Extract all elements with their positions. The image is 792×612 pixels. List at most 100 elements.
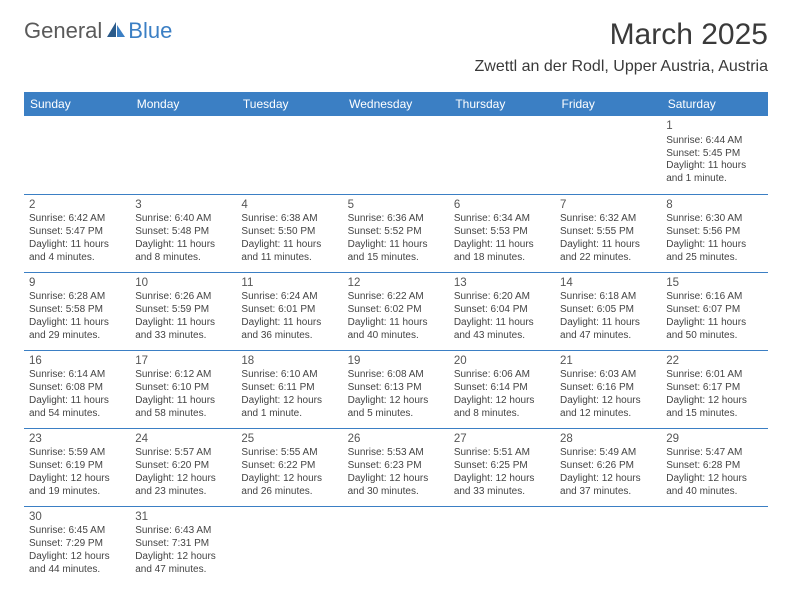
calendar-body: 1Sunrise: 6:44 AMSunset: 5:45 PMDaylight…: [24, 116, 768, 584]
day-number: 2: [29, 198, 125, 213]
calendar-day-cell: 9Sunrise: 6:28 AMSunset: 5:58 PMDaylight…: [24, 272, 130, 350]
calendar-day-cell: [449, 506, 555, 584]
day-number: 16: [29, 354, 125, 369]
day-daylight: Daylight: 11 hours and 43 minutes.: [454, 317, 550, 343]
calendar-week-row: 30Sunrise: 6:45 AMSunset: 7:29 PMDayligh…: [24, 506, 768, 584]
day-sunrise: Sunrise: 6:20 AM: [454, 291, 550, 304]
day-sunrise: Sunrise: 6:43 AM: [135, 525, 231, 538]
day-sunset: Sunset: 6:04 PM: [454, 304, 550, 317]
day-sunset: Sunset: 5:48 PM: [135, 226, 231, 239]
day-sunset: Sunset: 6:01 PM: [241, 304, 337, 317]
day-number: 3: [135, 198, 231, 213]
day-number: 14: [560, 276, 656, 291]
day-daylight: Daylight: 11 hours and 40 minutes.: [348, 317, 444, 343]
calendar-day-cell: 1Sunrise: 6:44 AMSunset: 5:45 PMDaylight…: [661, 116, 767, 194]
calendar-day-cell: 30Sunrise: 6:45 AMSunset: 7:29 PMDayligh…: [24, 506, 130, 584]
calendar-week-row: 23Sunrise: 5:59 AMSunset: 6:19 PMDayligh…: [24, 428, 768, 506]
calendar-day-cell: 25Sunrise: 5:55 AMSunset: 6:22 PMDayligh…: [236, 428, 342, 506]
day-sunrise: Sunrise: 6:08 AM: [348, 369, 444, 382]
day-number: 30: [29, 510, 125, 525]
day-sunrise: Sunrise: 6:24 AM: [241, 291, 337, 304]
sail-icon: [106, 20, 126, 38]
calendar-day-cell: 18Sunrise: 6:10 AMSunset: 6:11 PMDayligh…: [236, 350, 342, 428]
day-sunset: Sunset: 5:59 PM: [135, 304, 231, 317]
day-sunrise: Sunrise: 6:18 AM: [560, 291, 656, 304]
day-sunrise: Sunrise: 6:14 AM: [29, 369, 125, 382]
calendar-day-cell: 17Sunrise: 6:12 AMSunset: 6:10 PMDayligh…: [130, 350, 236, 428]
calendar-day-cell: [24, 116, 130, 194]
day-number: 15: [666, 276, 762, 291]
calendar-header-row: Sunday Monday Tuesday Wednesday Thursday…: [24, 92, 768, 116]
day-number: 19: [348, 354, 444, 369]
calendar-week-row: 2Sunrise: 6:42 AMSunset: 5:47 PMDaylight…: [24, 194, 768, 272]
calendar-day-cell: 20Sunrise: 6:06 AMSunset: 6:14 PMDayligh…: [449, 350, 555, 428]
day-sunset: Sunset: 5:53 PM: [454, 226, 550, 239]
day-daylight: Daylight: 12 hours and 47 minutes.: [135, 551, 231, 577]
calendar-day-cell: 29Sunrise: 5:47 AMSunset: 6:28 PMDayligh…: [661, 428, 767, 506]
day-number: 4: [241, 198, 337, 213]
logo: General Blue: [24, 18, 172, 44]
day-sunrise: Sunrise: 6:10 AM: [241, 369, 337, 382]
day-daylight: Daylight: 11 hours and 36 minutes.: [241, 317, 337, 343]
day-daylight: Daylight: 11 hours and 8 minutes.: [135, 239, 231, 265]
day-sunrise: Sunrise: 6:26 AM: [135, 291, 231, 304]
calendar-day-cell: 6Sunrise: 6:34 AMSunset: 5:53 PMDaylight…: [449, 194, 555, 272]
calendar-day-cell: 19Sunrise: 6:08 AMSunset: 6:13 PMDayligh…: [343, 350, 449, 428]
day-sunrise: Sunrise: 6:42 AM: [29, 213, 125, 226]
day-sunrise: Sunrise: 6:40 AM: [135, 213, 231, 226]
day-sunrise: Sunrise: 5:55 AM: [241, 447, 337, 460]
day-daylight: Daylight: 12 hours and 8 minutes.: [454, 395, 550, 421]
calendar-day-cell: 16Sunrise: 6:14 AMSunset: 6:08 PMDayligh…: [24, 350, 130, 428]
day-sunset: Sunset: 6:26 PM: [560, 460, 656, 473]
calendar-week-row: 16Sunrise: 6:14 AMSunset: 6:08 PMDayligh…: [24, 350, 768, 428]
day-daylight: Daylight: 11 hours and 50 minutes.: [666, 317, 762, 343]
calendar-day-cell: 5Sunrise: 6:36 AMSunset: 5:52 PMDaylight…: [343, 194, 449, 272]
calendar-day-cell: 7Sunrise: 6:32 AMSunset: 5:55 PMDaylight…: [555, 194, 661, 272]
day-number: 21: [560, 354, 656, 369]
day-sunset: Sunset: 5:56 PM: [666, 226, 762, 239]
calendar-day-cell: 14Sunrise: 6:18 AMSunset: 6:05 PMDayligh…: [555, 272, 661, 350]
day-number: 1: [666, 119, 762, 134]
day-daylight: Daylight: 12 hours and 30 minutes.: [348, 473, 444, 499]
day-number: 31: [135, 510, 231, 525]
calendar-day-cell: 23Sunrise: 5:59 AMSunset: 6:19 PMDayligh…: [24, 428, 130, 506]
day-sunset: Sunset: 6:10 PM: [135, 382, 231, 395]
day-number: 27: [454, 432, 550, 447]
day-sunset: Sunset: 6:16 PM: [560, 382, 656, 395]
day-sunset: Sunset: 6:23 PM: [348, 460, 444, 473]
day-sunrise: Sunrise: 5:47 AM: [666, 447, 762, 460]
day-number: 25: [241, 432, 337, 447]
day-sunset: Sunset: 6:17 PM: [666, 382, 762, 395]
calendar-day-cell: 13Sunrise: 6:20 AMSunset: 6:04 PMDayligh…: [449, 272, 555, 350]
calendar-day-cell: [449, 116, 555, 194]
day-number: 23: [29, 432, 125, 447]
day-number: 11: [241, 276, 337, 291]
day-sunset: Sunset: 7:31 PM: [135, 538, 231, 551]
day-daylight: Daylight: 11 hours and 15 minutes.: [348, 239, 444, 265]
day-number: 26: [348, 432, 444, 447]
day-sunset: Sunset: 6:14 PM: [454, 382, 550, 395]
day-daylight: Daylight: 11 hours and 4 minutes.: [29, 239, 125, 265]
day-daylight: Daylight: 11 hours and 33 minutes.: [135, 317, 231, 343]
calendar-day-cell: 4Sunrise: 6:38 AMSunset: 5:50 PMDaylight…: [236, 194, 342, 272]
day-sunrise: Sunrise: 5:49 AM: [560, 447, 656, 460]
day-header: Thursday: [449, 92, 555, 116]
calendar-day-cell: 12Sunrise: 6:22 AMSunset: 6:02 PMDayligh…: [343, 272, 449, 350]
calendar-day-cell: 31Sunrise: 6:43 AMSunset: 7:31 PMDayligh…: [130, 506, 236, 584]
day-sunrise: Sunrise: 5:57 AM: [135, 447, 231, 460]
calendar-week-row: 1Sunrise: 6:44 AMSunset: 5:45 PMDaylight…: [24, 116, 768, 194]
day-sunrise: Sunrise: 5:53 AM: [348, 447, 444, 460]
calendar-day-cell: 27Sunrise: 5:51 AMSunset: 6:25 PMDayligh…: [449, 428, 555, 506]
day-number: 13: [454, 276, 550, 291]
day-number: 8: [666, 198, 762, 213]
day-number: 22: [666, 354, 762, 369]
day-daylight: Daylight: 12 hours and 19 minutes.: [29, 473, 125, 499]
day-daylight: Daylight: 12 hours and 40 minutes.: [666, 473, 762, 499]
day-sunset: Sunset: 6:19 PM: [29, 460, 125, 473]
location-text: Zwettl an der Rodl, Upper Austria, Austr…: [475, 58, 768, 76]
day-sunset: Sunset: 6:20 PM: [135, 460, 231, 473]
day-sunrise: Sunrise: 6:38 AM: [241, 213, 337, 226]
day-sunset: Sunset: 5:45 PM: [666, 148, 762, 161]
day-sunset: Sunset: 5:47 PM: [29, 226, 125, 239]
day-sunset: Sunset: 6:25 PM: [454, 460, 550, 473]
